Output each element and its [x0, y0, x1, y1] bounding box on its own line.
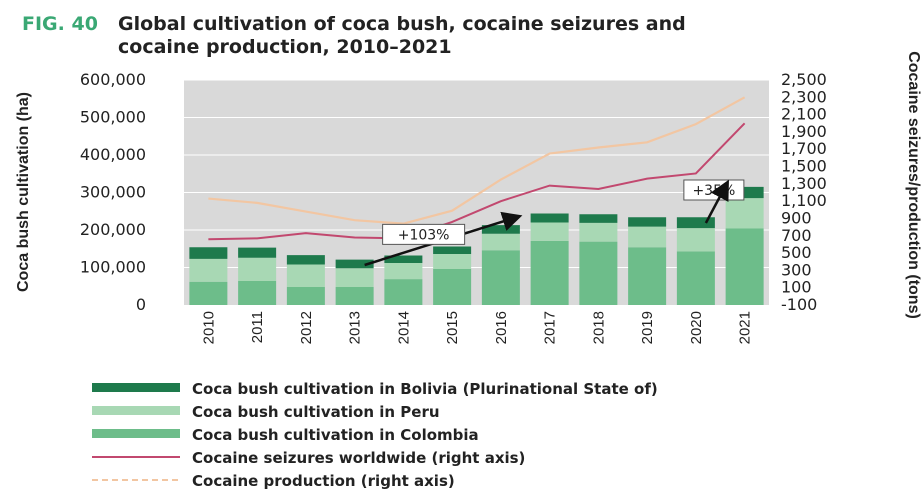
bar-segment — [579, 214, 618, 223]
right-tick-label: 2,300 — [781, 87, 827, 106]
bar-segment — [530, 222, 569, 241]
bar-segment — [238, 257, 277, 281]
bar-segment — [530, 213, 569, 223]
x-tick-label: 2016 — [493, 311, 510, 344]
x-tick-label: 2021 — [737, 311, 754, 344]
annotation-label: +103% — [398, 227, 450, 243]
bar-segment — [725, 186, 764, 199]
right-axis-title: Cocaine seizures/production (tons) — [905, 51, 921, 319]
bar-segment — [725, 198, 764, 229]
bar-segment — [628, 217, 667, 227]
bar-segment — [189, 247, 228, 259]
cocaine-seizures-line — [208, 122, 746, 241]
legend: Coca bush cultivation in Bolivia (Plurin… — [92, 380, 658, 490]
bar-segment — [286, 255, 325, 265]
right-tick-label: 1,700 — [781, 139, 827, 158]
legend-label: Coca bush cultivation in Peru — [192, 403, 440, 421]
left-tick-label: 400,000 — [80, 145, 146, 164]
right-tick-label: 1,500 — [781, 157, 827, 176]
bar-segment — [628, 226, 667, 248]
x-tick-label: 2010 — [200, 311, 217, 344]
x-axis-ticks: 2010 2011 2012 2013 2014 2015 2016 2017 2018 2019… — [200, 311, 753, 344]
legend-label: Coca bush cultivation in Bolivia (Plurin… — [192, 380, 658, 398]
bar-segment — [481, 250, 520, 305]
x-tick-label: 2015 — [444, 311, 461, 344]
right-axis-ticks: -1001003005007009001,1001,3001,5001,7001… — [781, 70, 827, 314]
bar-segment — [335, 287, 374, 305]
right-tick-label: 1,900 — [781, 122, 827, 141]
x-tick-label: 2013 — [347, 311, 364, 344]
bar-segment — [384, 279, 423, 305]
x-tick-label: 2019 — [639, 311, 656, 344]
left-axis-ticks: 0 100,000 200,000 300,000 400,000 500,000 600,… — [80, 70, 146, 314]
right-tick-label: 2,500 — [781, 70, 827, 89]
bar-segment — [628, 247, 667, 305]
annotation-box — [382, 223, 466, 245]
bar-segment — [433, 246, 472, 254]
legend-label: Coca bush cultivation in Colombia — [192, 426, 479, 444]
bar-segment — [579, 241, 618, 305]
bar-segment — [433, 269, 472, 305]
line-marks — [208, 96, 746, 241]
bar-segment — [286, 264, 325, 287]
bar-marks — [189, 186, 764, 305]
bar-segment — [238, 247, 277, 258]
legend-swatch — [92, 383, 180, 392]
left-tick-label: 100,000 — [80, 258, 146, 277]
legend-swatch — [92, 406, 180, 415]
bar-segment — [286, 287, 325, 305]
bar-segment — [481, 233, 520, 251]
figure-label: FIG. 40 — [22, 13, 98, 35]
annotations: +103% +35% — [364, 179, 745, 267]
x-tick-label: 2014 — [395, 311, 412, 344]
bar-segment — [384, 263, 423, 280]
bar-segment — [433, 254, 472, 269]
bar-segment — [335, 259, 374, 269]
right-tick-label: 1,100 — [781, 191, 827, 210]
legend-swatch — [92, 429, 180, 438]
left-tick-label: 300,000 — [80, 183, 146, 202]
left-tick-label: 0 — [136, 295, 146, 314]
x-tick-label: 2020 — [688, 311, 705, 344]
bar-segment — [676, 217, 715, 229]
figure-title-line2: cocaine production, 2010–2021 — [118, 36, 452, 58]
x-tick-label: 2011 — [249, 311, 266, 343]
bar-segment — [335, 268, 374, 287]
bar-segment — [579, 222, 618, 242]
bar-segment — [189, 281, 228, 305]
right-tick-label: 1,300 — [781, 174, 827, 193]
left-tick-label: 200,000 — [80, 220, 146, 239]
left-tick-label: 600,000 — [80, 70, 146, 89]
annotation-arrow — [704, 179, 729, 224]
figure-title-line1: Global cultivation of coca bush, cocaine… — [118, 13, 686, 35]
x-tick-label: 2017 — [542, 311, 559, 344]
left-tick-label: 500,000 — [80, 108, 146, 127]
bar-segment — [676, 228, 715, 252]
right-tick-label: 700 — [781, 226, 812, 245]
bar-segment — [238, 281, 277, 305]
right-tick-label: 300 — [781, 260, 812, 279]
x-tick-label: 2018 — [590, 311, 607, 344]
bar-segment — [676, 251, 715, 305]
x-tick-label: 2012 — [298, 311, 315, 344]
bar-segment — [725, 228, 764, 305]
cocaine-production-line — [208, 96, 746, 225]
right-tick-label: 900 — [781, 208, 812, 227]
right-tick-label: 100 — [781, 278, 812, 297]
right-tick-label: 2,100 — [781, 105, 827, 124]
bar-segment — [384, 255, 423, 263]
legend-label: Cocaine seizures worldwide (right axis) — [192, 449, 525, 467]
right-tick-label: -100 — [781, 295, 817, 314]
right-tick-label: 500 — [781, 243, 812, 262]
legend-label: Cocaine production (right axis) — [192, 472, 455, 490]
annotation-label: +35% — [692, 183, 735, 199]
bar-segment — [189, 258, 228, 282]
bar-segment — [530, 240, 569, 305]
left-axis-title: Coca bush cultivation (ha) — [15, 92, 32, 292]
